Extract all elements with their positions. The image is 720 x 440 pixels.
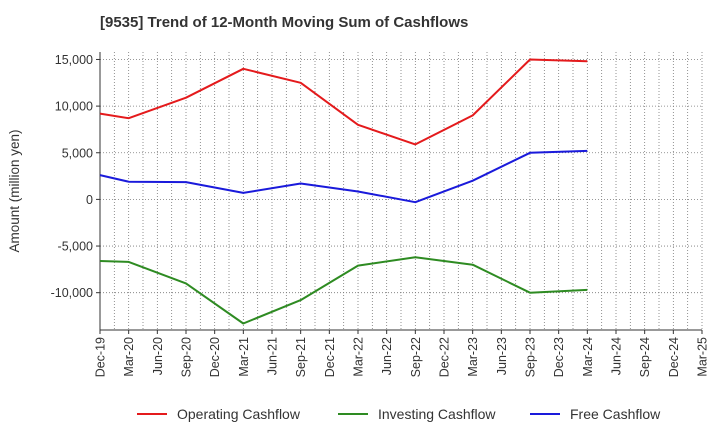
x-tick-label: Mar-24 xyxy=(581,337,595,377)
x-tick-label: Jun-24 xyxy=(610,337,624,375)
x-tick-label: Mar-23 xyxy=(466,337,480,377)
series-free-cashflow xyxy=(99,149,588,204)
legend-item-free-cashflow: Free Cashflow xyxy=(530,406,661,422)
y-tick-label: 5,000 xyxy=(62,146,93,160)
x-tick-label: Sep-23 xyxy=(524,337,538,377)
x-tick-label: Dec-24 xyxy=(667,337,681,377)
grid-layer xyxy=(99,52,703,330)
series-line xyxy=(99,256,588,325)
x-tick-label: Mar-22 xyxy=(352,337,366,377)
legend-label: Investing Cashflow xyxy=(378,406,496,422)
x-tick-label: Dec-20 xyxy=(208,337,222,377)
x-tick-label: Sep-24 xyxy=(638,337,652,377)
chart-title: [9535] Trend of 12-Month Moving Sum of C… xyxy=(100,14,469,31)
legend-label: Free Cashflow xyxy=(570,406,661,422)
x-tick-label: Mar-25 xyxy=(696,337,710,377)
y-tick-label: -5,000 xyxy=(58,240,93,254)
y-axis-ticks: 15,000 10,000 5,000 0 -5,000 -10,000 xyxy=(51,53,100,300)
x-tick-label: Jun-21 xyxy=(266,337,280,375)
y-tick-label: 10,000 xyxy=(55,100,93,114)
x-tick-label: Mar-21 xyxy=(237,337,251,377)
y-tick-label: -10,000 xyxy=(51,286,93,300)
x-tick-label: Dec-23 xyxy=(552,337,566,377)
series-line xyxy=(99,58,588,146)
x-tick-label: Dec-21 xyxy=(323,337,337,377)
series-layer xyxy=(99,58,588,325)
y-tick-label: 0 xyxy=(86,193,93,207)
legend: Operating Cashflow Investing Cashflow Free… xyxy=(137,406,661,422)
series-investing-cashflow xyxy=(99,256,588,325)
plot-frame xyxy=(99,52,702,331)
x-tick-label: Jun-22 xyxy=(380,337,394,375)
x-tick-label: Sep-20 xyxy=(180,337,194,377)
x-tick-label: Dec-19 xyxy=(94,337,108,377)
x-tick-label: Jun-20 xyxy=(151,337,165,375)
x-axis-ticks: Dec-19 Mar-20 Jun-20 Sep-20 Dec-20 Mar-21 Jun-… xyxy=(94,330,710,377)
series-line xyxy=(99,149,588,204)
x-tick-label: Sep-22 xyxy=(409,337,423,377)
x-tick-label: Sep-21 xyxy=(294,337,308,377)
legend-item-operating-cashflow: Operating Cashflow xyxy=(137,406,301,422)
y-tick-label: 15,000 xyxy=(55,53,93,67)
y-axis-title: Amount (million yen) xyxy=(7,129,22,252)
legend-item-investing-cashflow: Investing Cashflow xyxy=(338,406,496,422)
x-tick-label: Dec-22 xyxy=(438,337,452,377)
x-tick-label: Mar-20 xyxy=(122,337,136,377)
series-operating-cashflow xyxy=(99,58,588,146)
legend-label: Operating Cashflow xyxy=(177,406,301,422)
x-tick-label: Jun-23 xyxy=(495,337,509,375)
